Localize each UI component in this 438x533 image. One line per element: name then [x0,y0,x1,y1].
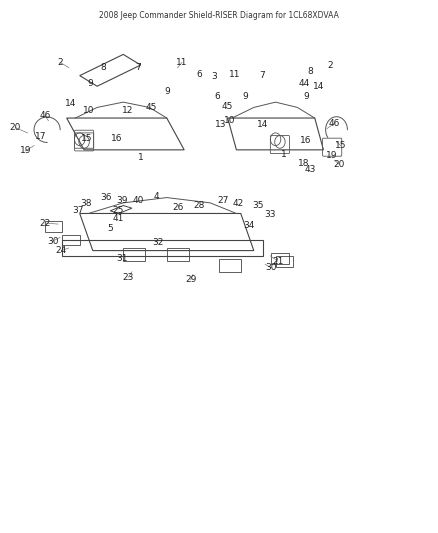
Text: 2: 2 [57,58,63,67]
Text: 19: 19 [325,151,337,160]
Text: 6: 6 [214,92,220,101]
Text: 30: 30 [47,237,59,246]
Text: 10: 10 [83,106,94,115]
Text: 25: 25 [112,206,124,215]
Text: 42: 42 [233,199,244,208]
Text: 33: 33 [265,210,276,219]
Text: 45: 45 [146,103,157,112]
Text: 37: 37 [73,206,84,215]
Text: 40: 40 [133,196,144,205]
Text: 46: 46 [328,119,340,128]
Text: 20: 20 [10,123,21,132]
Text: 19: 19 [20,147,31,156]
Text: 9: 9 [88,79,93,88]
Text: 3: 3 [212,72,218,81]
Text: 15: 15 [335,141,346,150]
Text: 45: 45 [222,102,233,111]
Text: 9: 9 [303,92,309,101]
Text: 31: 31 [117,254,128,263]
Text: 32: 32 [152,238,164,247]
Text: 46: 46 [39,111,51,120]
Text: 34: 34 [244,221,255,230]
Text: 9: 9 [242,92,248,101]
Text: 13: 13 [215,120,227,129]
Text: 24: 24 [56,246,67,255]
Text: 38: 38 [81,199,92,208]
Text: 1: 1 [138,153,144,162]
Text: 4: 4 [153,192,159,201]
Text: 35: 35 [252,201,264,210]
Text: 20: 20 [333,160,345,168]
Text: 22: 22 [39,219,50,228]
Text: 27: 27 [218,196,229,205]
Text: 2: 2 [327,61,333,69]
Text: 18: 18 [298,159,310,167]
Text: 15: 15 [81,134,92,143]
Text: 2008 Jeep Commander Shield-RISER Diagram for 1CL68XDVAA: 2008 Jeep Commander Shield-RISER Diagram… [99,11,339,20]
Text: 23: 23 [123,272,134,281]
Text: 10: 10 [224,116,236,125]
Text: 12: 12 [122,106,133,115]
Text: 21: 21 [272,257,283,265]
Text: 11: 11 [229,70,240,79]
Text: 29: 29 [185,275,196,284]
Text: 39: 39 [117,196,128,205]
Text: 43: 43 [305,166,316,174]
Text: 1: 1 [281,150,287,159]
Text: 9: 9 [164,87,170,96]
Text: 8: 8 [101,63,106,72]
Text: 44: 44 [298,79,310,88]
Text: 14: 14 [314,82,325,91]
Text: 16: 16 [300,136,312,145]
Text: 17: 17 [35,132,46,141]
Text: 7: 7 [260,71,265,80]
Text: 14: 14 [257,120,268,129]
Text: 7: 7 [136,63,141,72]
Text: 28: 28 [194,201,205,210]
Text: 5: 5 [107,224,113,233]
Text: 30: 30 [265,263,277,272]
Text: 41: 41 [112,214,124,223]
Text: 14: 14 [65,99,77,108]
Text: 16: 16 [111,134,123,143]
Text: 26: 26 [172,203,184,212]
Text: 11: 11 [176,58,188,67]
Text: 36: 36 [100,193,112,202]
Text: 6: 6 [197,70,202,79]
Text: 8: 8 [307,67,313,76]
